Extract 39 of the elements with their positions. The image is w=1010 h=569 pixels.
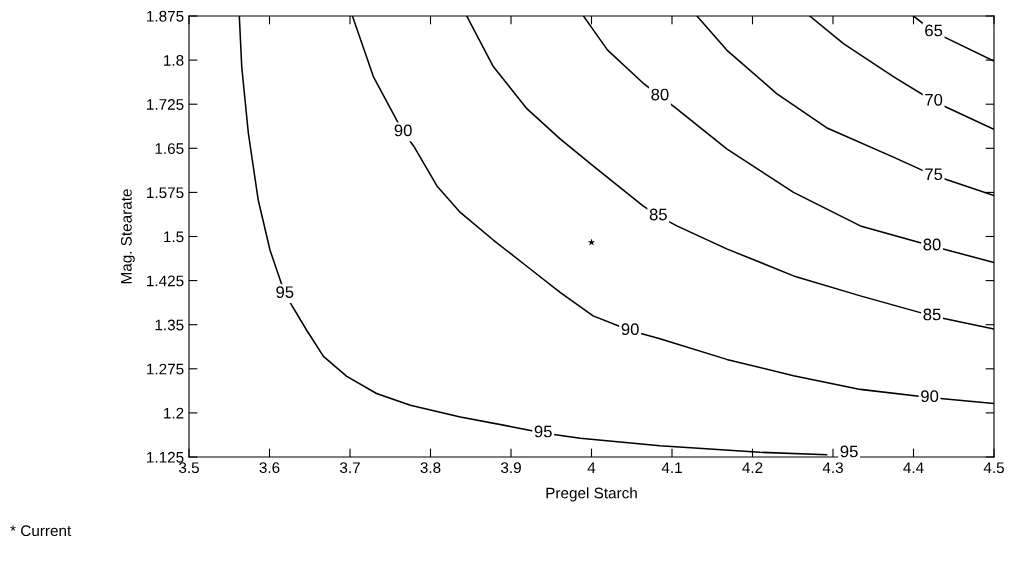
y-tick-label: 1.875 [147,10,184,22]
x-tick-label: 4.2 [742,462,763,473]
annotation: 85 [923,308,941,321]
y-tick-label: 1.5 [164,231,184,243]
point [587,238,596,246]
x-tick-label: 4.3 [822,462,843,474]
x-tick-label: 4.4 [903,462,924,473]
y-tick-label: 1.575 [147,187,184,199]
x-tick-label: 3.9 [500,462,521,474]
annotation: 80 [651,88,669,101]
y-tick-label: 1.275 [147,363,184,375]
x-tick-label: 4.5 [983,462,1004,474]
annotation: 65 [925,24,943,37]
annotation: 90 [621,323,639,336]
y-axis-title: Mag. Stearate [120,189,135,284]
x-tick-label: 3.5 [178,462,199,474]
x-tick-label: 3.7 [339,462,360,474]
x-axis-title: Pregel Starch [546,487,637,502]
annotation: 70 [925,93,943,106]
x-tick-label: 3.6 [259,462,280,474]
annotation: 85 [649,208,667,221]
y-tick-label: 1.2 [164,407,184,419]
annotation: 90 [921,390,939,403]
annotation: 80 [923,238,941,251]
y-tick-label: 1.425 [147,275,184,287]
annotation: 75 [925,168,943,181]
x-tick-label: 4.1 [661,462,682,473]
text: * Current [10,525,72,537]
y-tick-label: 1.35 [155,319,184,331]
y-tick-label: 1.65 [155,143,184,154]
y-tick-label: 1.8 [164,54,184,66]
annotation: 90 [394,124,412,137]
annotation: 95 [276,286,294,299]
x-tick-label: 3.8 [420,462,441,474]
y-tick-label: 1.725 [147,99,184,110]
y-tick-label: 1.125 [147,451,184,463]
annotation: 95 [840,445,858,458]
annotation: 95 [534,425,552,438]
x-tick-label: 4 [587,462,596,473]
